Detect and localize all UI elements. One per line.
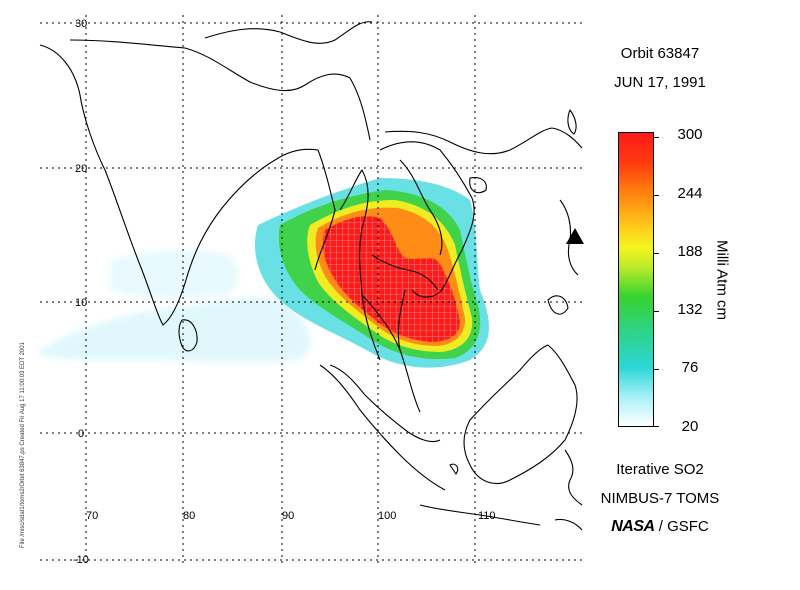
lon-label-110: 110 (478, 510, 496, 522)
triangle-marker-icon (566, 228, 584, 244)
colorbar-units-label: Milli Atm cm (713, 240, 731, 320)
so2-plume (40, 178, 490, 368)
nasa-logo: NASA (611, 518, 655, 535)
lat-label-30: 30 (75, 18, 87, 30)
thai-coast (371, 254, 439, 351)
islands-east (449, 463, 583, 531)
colorbar-tickmark (654, 369, 659, 370)
axis-labels: 30 20 10 0 -10 70 80 90 100 110 (73, 18, 496, 566)
colorbar-tickmark (654, 311, 659, 312)
java (419, 504, 541, 526)
colorbar-tick-188: 188 (677, 243, 703, 260)
colorbar-tick-244: 244 (677, 185, 703, 202)
instrument-label: NIMBUS-7 TOMS (600, 490, 720, 507)
colorbar-tick-300: 300 (677, 126, 703, 143)
lon-label-80: 80 (183, 510, 195, 522)
nepal-tibet (204, 21, 373, 44)
date-label: JUN 17, 1991 (614, 74, 706, 91)
malaysia-peninsula (329, 364, 441, 443)
sulawesi (564, 449, 583, 506)
colorbar-tickmark (654, 137, 659, 138)
indochina-coast (379, 141, 475, 298)
lon-label-100: 100 (378, 510, 396, 522)
philippines (547, 199, 579, 315)
colorbar-tickmark (654, 195, 659, 196)
lon-label-90: 90 (282, 510, 294, 522)
coastlines (39, 21, 583, 531)
grid (40, 15, 582, 565)
bangladesh-myanmar (314, 149, 381, 361)
lat-label-neg10: -10 (73, 554, 89, 566)
plume-core (322, 216, 460, 342)
file-note: File /misc/sdat1/toms2/Orbit 63847.ps Cr… (20, 342, 26, 548)
taiwan (567, 109, 577, 135)
agency-suffix: / GSFC (658, 518, 709, 535)
orbit-label: Orbit 63847 (620, 45, 700, 62)
colorbar-tickmark (654, 426, 659, 427)
colorbar (618, 132, 654, 427)
lon-label-70: 70 (86, 510, 98, 522)
lat-label-10: 10 (75, 297, 87, 309)
lat-label-0: 0 (78, 428, 84, 440)
agency-credit: NASA / GSFC (560, 518, 760, 536)
sumatra (319, 364, 446, 491)
laos-border (399, 159, 443, 256)
india-coast (39, 44, 319, 326)
colorbar-tick-132: 132 (677, 301, 703, 318)
colorbar-tick-76: 76 (681, 359, 699, 376)
colorbar-tick-20: 20 (681, 418, 699, 435)
sri-lanka (178, 319, 198, 352)
product-label: Iterative SO2 (616, 461, 704, 478)
china-coast (384, 127, 583, 155)
himalaya-border (69, 39, 371, 141)
hainan (469, 177, 487, 194)
borneo (463, 344, 578, 484)
colorbar-tickmark (654, 253, 659, 254)
lat-label-20: 20 (75, 163, 87, 175)
